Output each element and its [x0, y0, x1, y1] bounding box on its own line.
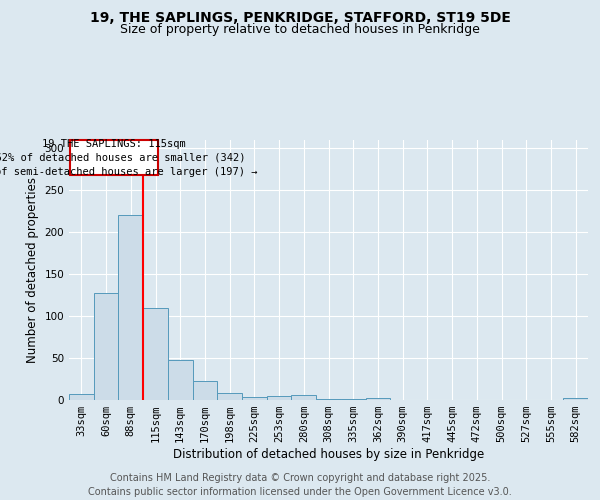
Bar	[365, 398, 390, 400]
Bar	[316, 399, 341, 400]
Bar	[267, 396, 292, 400]
Bar	[143, 308, 168, 400]
X-axis label: Distribution of detached houses by size in Penkridge: Distribution of detached houses by size …	[173, 448, 484, 461]
Bar	[217, 394, 242, 400]
Bar	[118, 216, 143, 400]
Text: 19 THE SAPLINGS: 115sqm
← 62% of detached houses are smaller (342)
36% of semi-d: 19 THE SAPLINGS: 115sqm ← 62% of detache…	[0, 138, 258, 176]
Bar	[563, 398, 588, 400]
Text: 19, THE SAPLINGS, PENKRIDGE, STAFFORD, ST19 5DE: 19, THE SAPLINGS, PENKRIDGE, STAFFORD, S…	[89, 10, 511, 24]
FancyBboxPatch shape	[70, 140, 158, 175]
Text: Size of property relative to detached houses in Penkridge: Size of property relative to detached ho…	[120, 22, 480, 36]
Text: Contains HM Land Registry data © Crown copyright and database right 2025.
Contai: Contains HM Land Registry data © Crown c…	[88, 473, 512, 497]
Bar	[69, 394, 94, 400]
Y-axis label: Number of detached properties: Number of detached properties	[26, 177, 39, 363]
Bar	[94, 294, 118, 400]
Bar	[193, 380, 217, 400]
Bar	[242, 396, 267, 400]
Bar	[168, 360, 193, 400]
Bar	[341, 399, 365, 400]
Bar	[292, 395, 316, 400]
